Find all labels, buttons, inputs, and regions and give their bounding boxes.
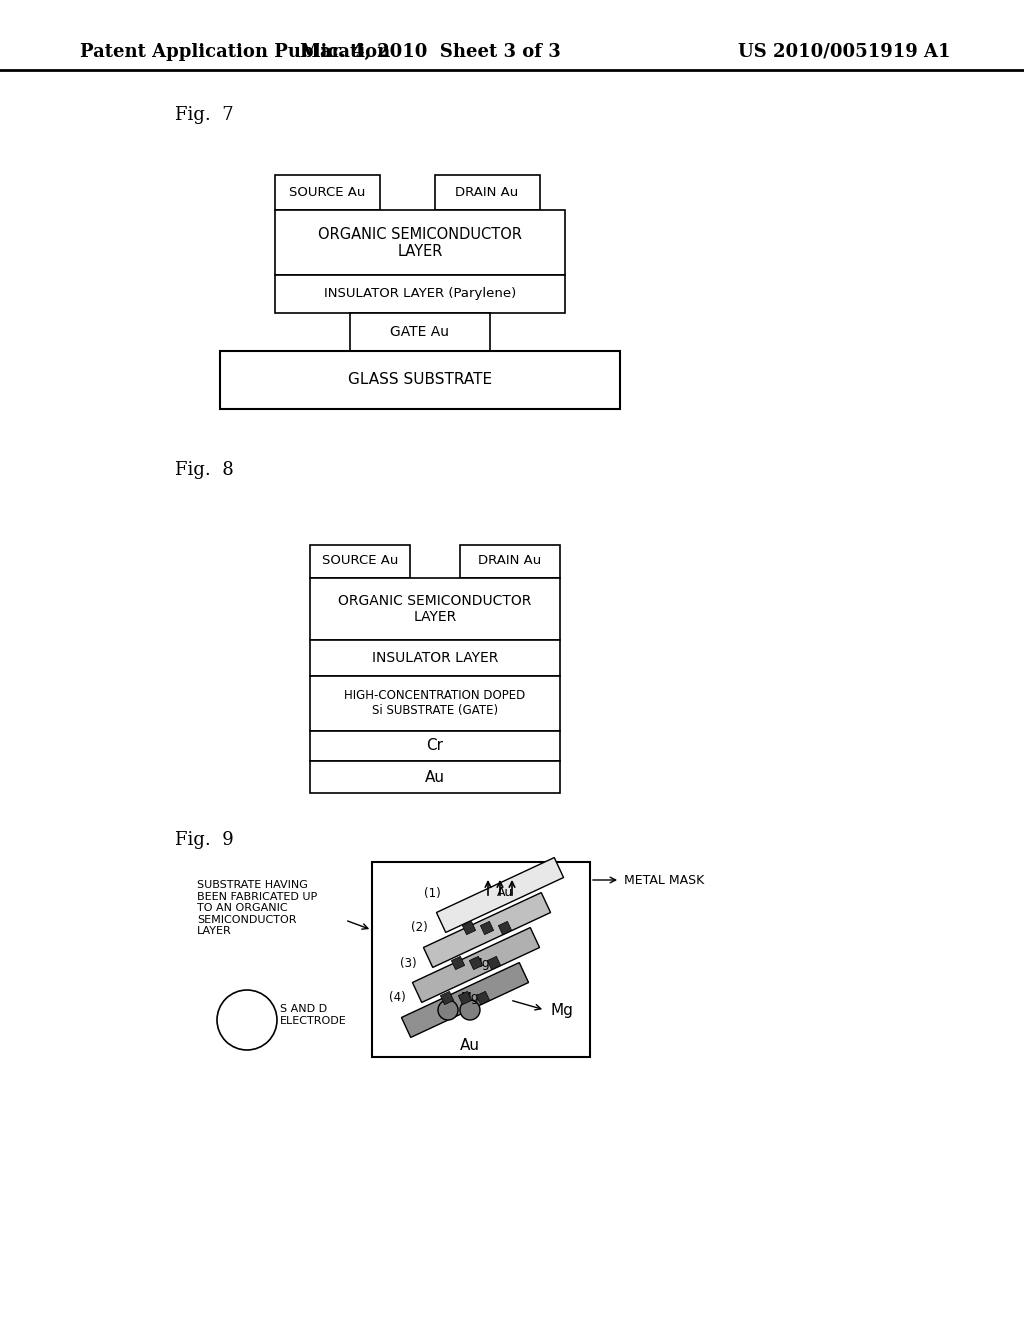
Polygon shape [436, 858, 563, 932]
Bar [310, 762, 560, 793]
Circle shape [438, 1001, 458, 1020]
Text: ORGANIC SEMICONDUCTOR
LAYER: ORGANIC SEMICONDUCTOR LAYER [318, 227, 522, 259]
Bar [310, 640, 560, 676]
Text: INSULATOR LAYER: INSULATOR LAYER [372, 651, 499, 665]
Text: DRAIN Au: DRAIN Au [478, 554, 542, 568]
Polygon shape [440, 991, 454, 1005]
Bar [310, 545, 410, 578]
Polygon shape [424, 892, 551, 968]
Bar [435, 176, 540, 210]
Text: Mg: Mg [550, 1002, 572, 1018]
Text: US 2010/0051919 A1: US 2010/0051919 A1 [737, 44, 950, 61]
Polygon shape [480, 921, 494, 935]
Polygon shape [413, 928, 540, 1002]
Bar [275, 210, 565, 275]
Text: HIGH-CONCENTRATION DOPED
Si SUBSTRATE (GATE): HIGH-CONCENTRATION DOPED Si SUBSTRATE (G… [344, 689, 525, 717]
Polygon shape [463, 921, 475, 935]
Text: Fig.  9: Fig. 9 [175, 832, 233, 849]
Text: Cr: Cr [427, 738, 443, 754]
Text: SOURCE Au: SOURCE Au [289, 186, 366, 198]
Text: Au: Au [460, 1038, 480, 1052]
Text: Au: Au [425, 770, 445, 784]
Text: (1): (1) [424, 887, 440, 899]
Text: S AND D
ELECTRODE: S AND D ELECTRODE [280, 1005, 347, 1026]
Text: ORGANIC SEMICONDUCTOR
LAYER: ORGANIC SEMICONDUCTOR LAYER [338, 594, 531, 624]
Bar [372, 862, 590, 1057]
Text: Mg: Mg [472, 957, 490, 969]
Bar [220, 351, 620, 409]
Bar [275, 176, 380, 210]
Text: (2): (2) [411, 921, 427, 935]
Text: Mar. 4, 2010  Sheet 3 of 3: Mar. 4, 2010 Sheet 3 of 3 [300, 44, 560, 61]
Text: Fig.  7: Fig. 7 [175, 106, 233, 124]
Circle shape [460, 1001, 480, 1020]
Bar [275, 275, 565, 313]
Text: Mg: Mg [461, 991, 479, 1005]
Text: SUBSTRATE HAVING
BEEN FABRICATED UP
TO AN ORGANIC
SEMICONDUCTOR
LAYER: SUBSTRATE HAVING BEEN FABRICATED UP TO A… [197, 880, 317, 936]
Bar [310, 578, 560, 640]
Bar [350, 313, 490, 351]
Circle shape [217, 990, 278, 1049]
Text: Fig.  8: Fig. 8 [175, 461, 233, 479]
Polygon shape [487, 957, 501, 970]
Text: (3): (3) [399, 957, 417, 969]
Bar [310, 676, 560, 731]
Bar [310, 731, 560, 762]
Polygon shape [452, 957, 465, 970]
Bar [460, 545, 560, 578]
Text: SOURCE Au: SOURCE Au [322, 554, 398, 568]
Text: Au: Au [497, 887, 513, 899]
Polygon shape [476, 991, 489, 1005]
Text: INSULATOR LAYER (Parylene): INSULATOR LAYER (Parylene) [324, 288, 516, 301]
Text: (4): (4) [389, 991, 406, 1005]
Polygon shape [401, 962, 528, 1038]
Polygon shape [499, 921, 512, 935]
Text: GLASS SUBSTRATE: GLASS SUBSTRATE [348, 372, 493, 388]
Text: METAL MASK: METAL MASK [624, 874, 705, 887]
Polygon shape [469, 957, 482, 970]
Polygon shape [459, 991, 472, 1005]
Text: DRAIN Au: DRAIN Au [456, 186, 518, 198]
Text: GATE Au: GATE Au [390, 325, 450, 339]
Text: Patent Application Publication: Patent Application Publication [80, 44, 390, 61]
